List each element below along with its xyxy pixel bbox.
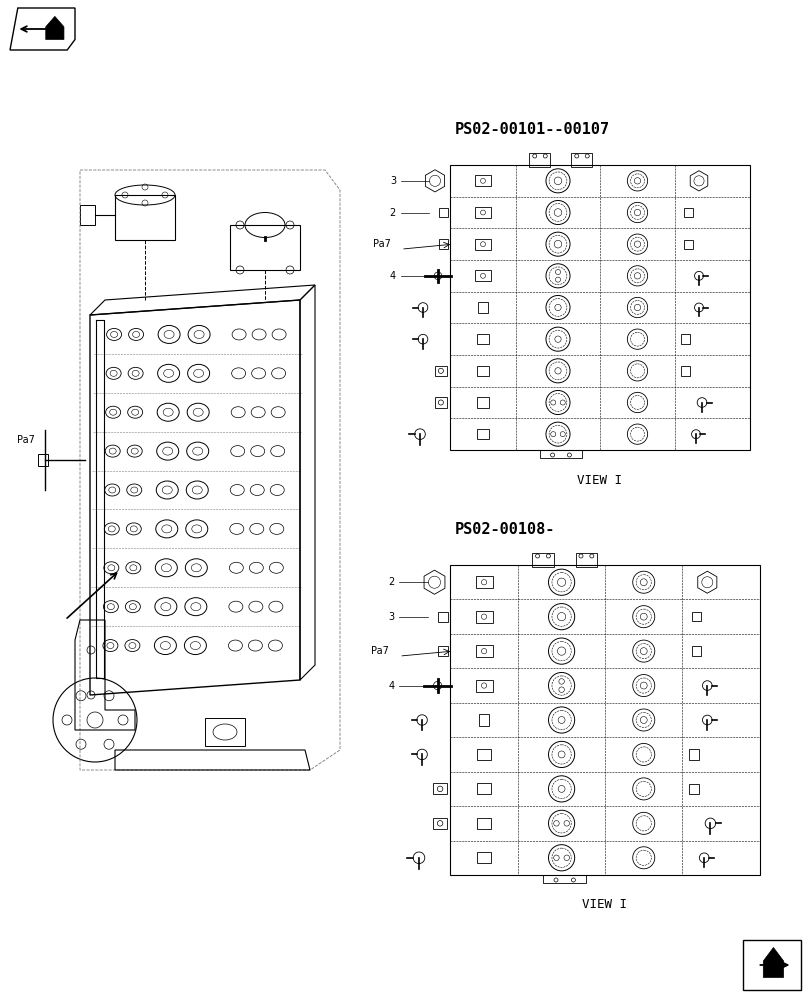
Bar <box>477 749 490 760</box>
Bar <box>433 818 446 829</box>
Bar <box>438 239 448 249</box>
Bar <box>680 334 689 344</box>
Text: Pa7: Pa7 <box>17 435 35 445</box>
Bar <box>474 270 490 281</box>
Bar <box>474 175 490 186</box>
Polygon shape <box>45 16 64 39</box>
Bar <box>475 645 492 657</box>
Bar <box>80 205 95 225</box>
Text: Pa7: Pa7 <box>373 239 391 249</box>
Bar <box>683 208 692 217</box>
Bar <box>477 852 490 863</box>
Bar <box>434 366 446 376</box>
Bar <box>434 397 446 408</box>
Text: VIEW I: VIEW I <box>581 898 627 912</box>
Bar <box>688 784 698 794</box>
Bar <box>38 454 48 466</box>
Bar <box>477 818 490 829</box>
Bar <box>204 718 245 746</box>
Text: VIEW I: VIEW I <box>577 474 622 487</box>
Bar <box>575 553 597 567</box>
Bar <box>691 612 701 621</box>
Bar <box>478 302 487 313</box>
Bar <box>474 239 490 250</box>
Bar <box>478 714 489 726</box>
Bar <box>476 334 488 344</box>
Bar <box>476 429 488 439</box>
Bar <box>742 940 800 990</box>
Bar <box>437 646 448 656</box>
Bar <box>115 195 175 240</box>
Bar <box>680 366 689 376</box>
Bar <box>438 208 448 217</box>
Bar <box>529 153 550 167</box>
Bar <box>433 783 446 794</box>
Bar <box>539 450 581 458</box>
Polygon shape <box>762 948 783 978</box>
Text: Pa7: Pa7 <box>371 646 388 656</box>
Bar <box>475 680 492 692</box>
Bar <box>688 749 698 760</box>
Text: 3: 3 <box>388 612 393 622</box>
Bar <box>571 153 592 167</box>
Text: 4: 4 <box>388 681 393 691</box>
Bar <box>230 225 299 270</box>
Text: PS02-00108-: PS02-00108- <box>454 522 555 538</box>
Bar <box>476 397 488 408</box>
Bar <box>531 553 553 567</box>
Text: PS02-00101--00107: PS02-00101--00107 <box>454 122 609 137</box>
Text: 2: 2 <box>388 577 393 587</box>
Bar <box>449 165 749 450</box>
Bar <box>449 565 759 875</box>
Bar <box>475 576 492 588</box>
Bar <box>477 783 490 794</box>
Text: 2: 2 <box>389 208 396 218</box>
Text: 4: 4 <box>389 271 396 281</box>
Bar <box>543 875 586 883</box>
Bar <box>476 366 488 376</box>
Bar <box>475 611 492 623</box>
Bar <box>691 646 701 656</box>
Bar <box>474 207 490 218</box>
Bar <box>683 240 692 249</box>
Text: 3: 3 <box>389 176 396 186</box>
Bar <box>437 611 448 622</box>
